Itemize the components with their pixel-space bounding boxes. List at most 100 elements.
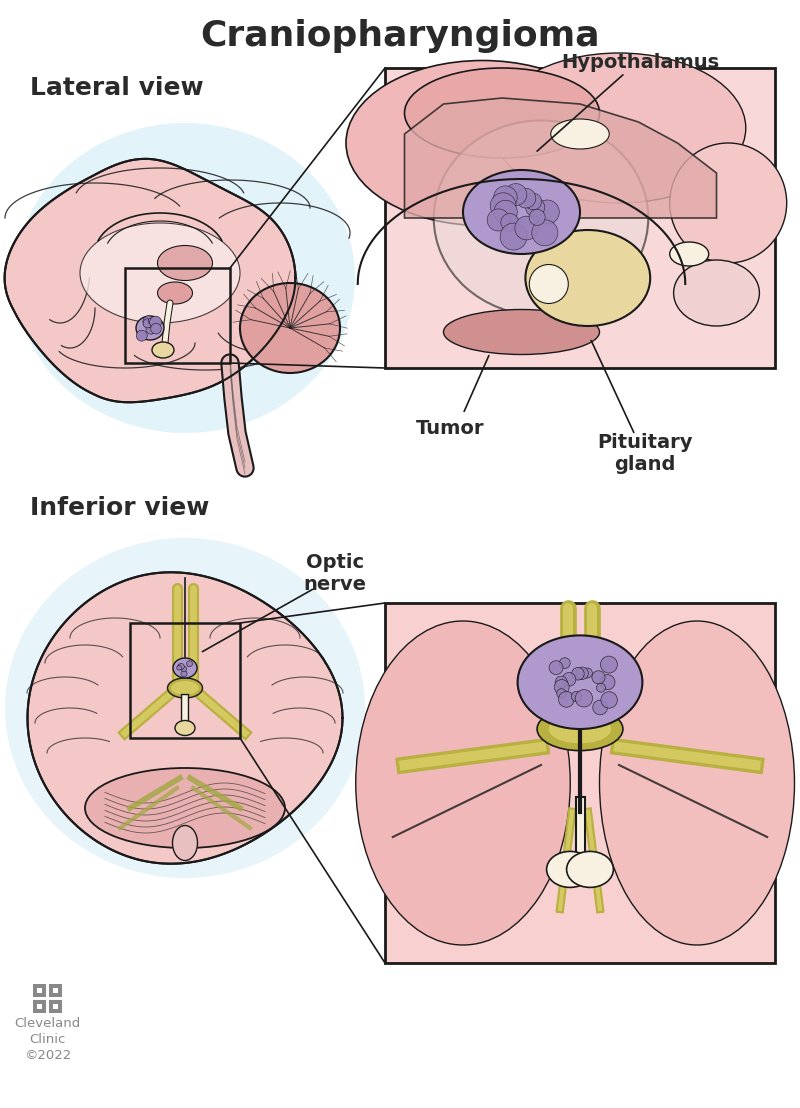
Text: Cleveland
Clinic
©2022: Cleveland Clinic ©2022	[14, 1017, 81, 1061]
Ellipse shape	[158, 283, 193, 304]
Circle shape	[572, 667, 584, 680]
Ellipse shape	[171, 681, 199, 695]
Ellipse shape	[173, 825, 198, 861]
Circle shape	[182, 666, 186, 671]
Circle shape	[487, 209, 510, 230]
Text: Optic
nerve: Optic nerve	[303, 553, 366, 594]
Circle shape	[592, 670, 605, 684]
Polygon shape	[5, 158, 295, 402]
Circle shape	[549, 660, 563, 675]
Circle shape	[505, 184, 527, 205]
Ellipse shape	[158, 246, 213, 280]
Circle shape	[582, 668, 592, 678]
Circle shape	[136, 330, 147, 341]
Circle shape	[178, 664, 184, 669]
Ellipse shape	[356, 620, 570, 945]
Bar	[49, 1001, 62, 1013]
Circle shape	[494, 186, 517, 209]
Circle shape	[575, 689, 593, 707]
Ellipse shape	[550, 119, 610, 148]
Circle shape	[593, 700, 607, 715]
Ellipse shape	[549, 715, 611, 743]
Circle shape	[515, 216, 538, 239]
Bar	[53, 988, 58, 993]
Circle shape	[150, 316, 162, 328]
Ellipse shape	[80, 223, 240, 324]
Circle shape	[558, 691, 574, 707]
Circle shape	[146, 320, 156, 329]
Ellipse shape	[670, 143, 786, 263]
Circle shape	[529, 209, 545, 225]
Ellipse shape	[674, 260, 759, 326]
Circle shape	[535, 199, 559, 224]
Ellipse shape	[15, 123, 355, 433]
Circle shape	[146, 325, 156, 335]
Circle shape	[576, 667, 588, 679]
Circle shape	[494, 201, 518, 224]
Bar	[385, 68, 775, 368]
Ellipse shape	[526, 230, 650, 326]
Text: Lateral view: Lateral view	[30, 76, 204, 100]
Ellipse shape	[463, 170, 580, 254]
Circle shape	[143, 319, 152, 328]
Circle shape	[501, 214, 518, 232]
Circle shape	[143, 316, 154, 328]
Circle shape	[490, 193, 516, 218]
Bar	[53, 1004, 58, 1009]
Circle shape	[186, 660, 193, 667]
Ellipse shape	[434, 121, 648, 316]
Ellipse shape	[136, 316, 164, 340]
Ellipse shape	[537, 707, 623, 750]
Bar	[33, 1001, 46, 1013]
Circle shape	[500, 223, 527, 250]
Ellipse shape	[405, 68, 599, 158]
Bar	[130, 623, 240, 738]
Ellipse shape	[173, 658, 197, 678]
Ellipse shape	[518, 635, 642, 729]
Bar	[385, 603, 775, 963]
Circle shape	[554, 679, 570, 695]
Circle shape	[181, 670, 187, 677]
Polygon shape	[405, 98, 717, 218]
Ellipse shape	[167, 678, 202, 698]
Circle shape	[562, 673, 576, 686]
Ellipse shape	[443, 309, 599, 355]
Ellipse shape	[240, 283, 340, 373]
Circle shape	[526, 197, 545, 217]
Circle shape	[178, 664, 183, 669]
Ellipse shape	[346, 61, 619, 226]
Ellipse shape	[152, 342, 174, 358]
Circle shape	[148, 318, 154, 325]
Circle shape	[150, 324, 162, 334]
Bar	[125, 268, 230, 363]
Circle shape	[559, 658, 570, 668]
Circle shape	[557, 689, 566, 698]
Bar	[37, 1004, 42, 1009]
Text: Inferior view: Inferior view	[30, 496, 210, 520]
Text: Craniopharyngioma: Craniopharyngioma	[200, 19, 600, 53]
Bar	[37, 988, 42, 993]
Bar	[33, 984, 46, 997]
Text: Tumor: Tumor	[416, 419, 484, 438]
Circle shape	[601, 656, 618, 673]
Ellipse shape	[566, 851, 614, 888]
Circle shape	[532, 219, 558, 246]
Polygon shape	[27, 573, 342, 864]
Bar	[49, 984, 62, 997]
Ellipse shape	[670, 242, 709, 266]
Circle shape	[600, 675, 615, 690]
Circle shape	[571, 691, 582, 701]
Text: Hypothalamus: Hypothalamus	[561, 53, 719, 72]
Ellipse shape	[492, 53, 746, 203]
Ellipse shape	[85, 768, 285, 848]
Circle shape	[555, 676, 567, 688]
Circle shape	[530, 265, 568, 304]
Circle shape	[597, 684, 606, 692]
Ellipse shape	[599, 620, 794, 945]
Ellipse shape	[175, 720, 195, 736]
Ellipse shape	[546, 851, 594, 888]
Circle shape	[525, 193, 542, 209]
Ellipse shape	[5, 538, 365, 878]
Text: Pituitary
gland: Pituitary gland	[598, 432, 693, 473]
Circle shape	[601, 691, 618, 708]
